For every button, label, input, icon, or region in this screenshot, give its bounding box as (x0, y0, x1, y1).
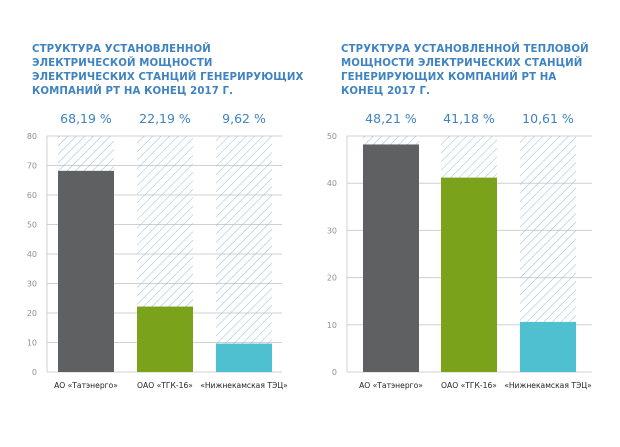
y-tick-label: 20 (327, 274, 337, 283)
value-label: 10,61 % (522, 111, 574, 126)
y-tick-label: 0 (332, 368, 337, 377)
bar (520, 321, 576, 372)
value-label: 41,18 % (443, 111, 495, 126)
y-tick-label: 50 (27, 221, 37, 230)
category-label: ОАО «ТГК-16» (441, 381, 497, 390)
value-label: 48,21 % (365, 111, 417, 126)
bar (363, 144, 419, 372)
y-tick-label: 20 (27, 309, 37, 318)
y-tick-label: 50 (327, 132, 337, 141)
category-label: АО «Татэнерго» (359, 381, 423, 390)
y-tick-label: 40 (327, 179, 337, 188)
y-tick-label: 30 (327, 226, 337, 235)
y-tick-label: 70 (27, 162, 37, 171)
bar (216, 343, 272, 372)
bar (58, 170, 114, 372)
chart-title-thermal: СТРУКТУРА УСТАНОВЛЕННОЙ ТЕПЛОВОЙ МОЩНОСТ… (341, 44, 589, 97)
y-tick-label: 10 (327, 321, 337, 330)
value-label: 68,19 % (60, 111, 112, 126)
category-label: «Нижнекамская ТЭЦ» (200, 381, 288, 390)
value-label: 9,62 % (222, 111, 266, 126)
value-label: 22,19 % (139, 111, 191, 126)
y-tick-label: 30 (27, 280, 37, 289)
category-label: «Нижнекамская ТЭЦ» (504, 381, 592, 390)
bar (441, 177, 497, 372)
y-tick-label: 0 (32, 368, 37, 377)
y-tick-label: 80 (27, 132, 37, 141)
y-tick-label: 10 (27, 339, 37, 348)
category-label: АО «Татэнерго» (54, 381, 118, 390)
y-tick-label: 40 (27, 250, 37, 259)
chart-title-electric: СТРУКТУРА УСТАНОВЛЕННОЙ ЭЛЕКТРИЧЕСКОЙ МО… (32, 44, 304, 97)
category-label: ОАО «ТГК-16» (137, 381, 193, 390)
bar-background-hatch (216, 136, 272, 372)
bar (137, 306, 193, 372)
y-tick-label: 60 (27, 191, 37, 200)
